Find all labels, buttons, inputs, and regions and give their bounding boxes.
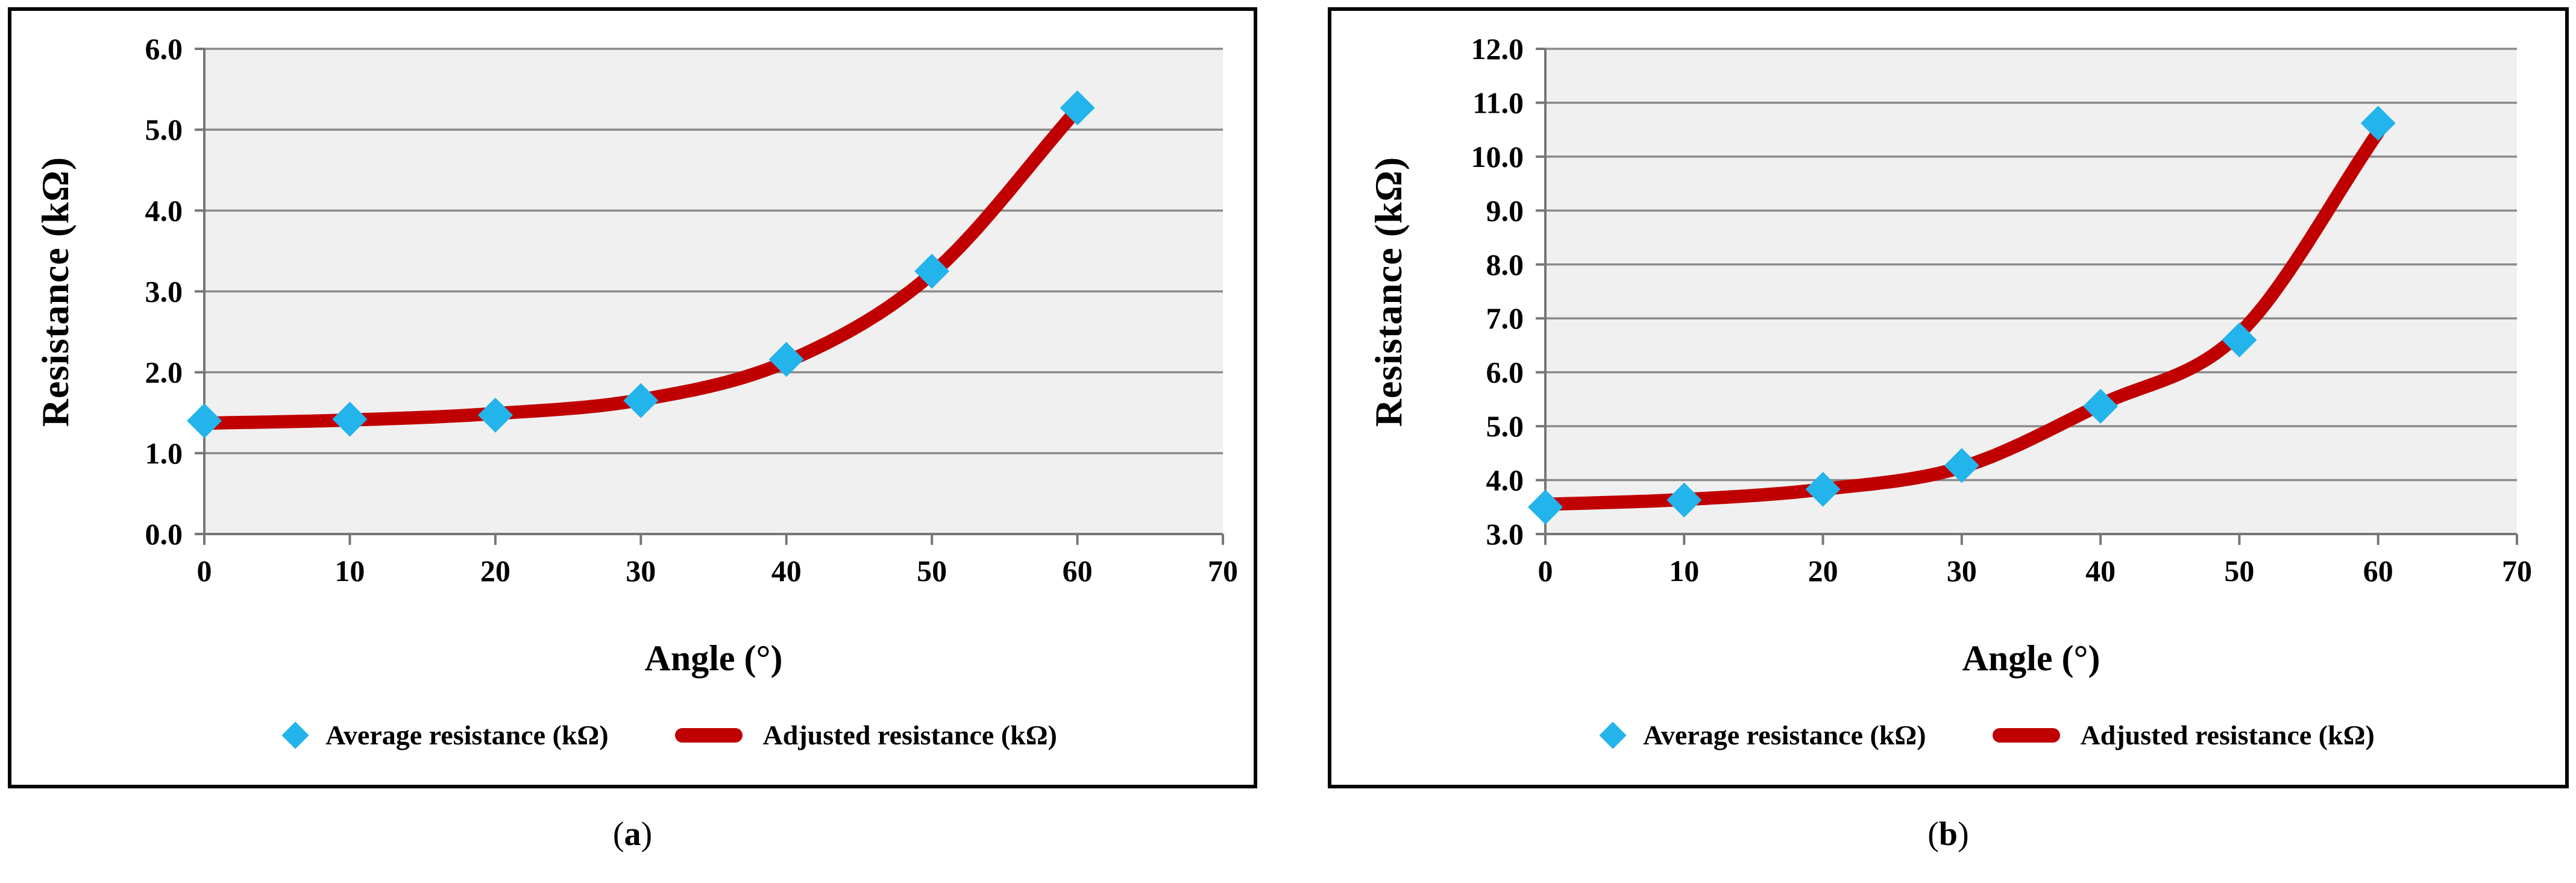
legend-entry-average: Average resistance (kΩ) bbox=[1599, 719, 1926, 751]
caption-a: (a) bbox=[612, 815, 653, 853]
y-tick-label: 12.0 bbox=[1471, 32, 1524, 66]
line-marker-icon bbox=[1992, 727, 2060, 743]
y-tick-label: 6.0 bbox=[145, 32, 183, 66]
x-tick-label: 30 bbox=[1947, 554, 1977, 588]
x-axis-title-b: Angle (°) bbox=[1962, 638, 2100, 678]
x-axis-title-a: Angle (°) bbox=[644, 638, 783, 678]
average-resistance-point bbox=[1944, 448, 1979, 483]
legend-label: Average resistance (kΩ) bbox=[325, 720, 609, 750]
y-tick-label: 0.0 bbox=[145, 517, 183, 551]
plot-area bbox=[1545, 49, 2517, 534]
line-marker-icon bbox=[674, 727, 743, 743]
diamond-marker-icon bbox=[1599, 721, 1627, 749]
chart-a-plot: 0.0 1.0 2.0 3.0 4.0 5.0 6.0 0 10 20 30 40 50 60 70 bbox=[145, 32, 1239, 588]
y-axis-title-b: Resistance (kΩ) bbox=[1367, 156, 1410, 427]
x-tick-label: 30 bbox=[626, 554, 656, 588]
y-tick-label: 11.0 bbox=[1472, 86, 1524, 119]
legend-label: Average resistance (kΩ) bbox=[1643, 720, 1926, 750]
legend-entry-adjusted: Adjusted resistance (kΩ) bbox=[674, 719, 1057, 751]
legend-b: Average resistance (kΩ) Adjusted resista… bbox=[1503, 719, 2475, 751]
average-resistance-point bbox=[2222, 322, 2257, 357]
y-tick-label: 5.0 bbox=[145, 113, 183, 146]
x-tick-label: 20 bbox=[1808, 554, 1838, 588]
x-tick-label: 0 bbox=[197, 554, 212, 588]
x-tick-label: 50 bbox=[917, 554, 947, 588]
x-tick-label: 10 bbox=[1669, 554, 1699, 588]
chart-panel-a: 0.0 1.0 2.0 3.0 4.0 5.0 6.0 0 10 20 30 40 50 60 70 Res… bbox=[8, 7, 1257, 788]
average-resistance-point bbox=[768, 342, 804, 377]
x-tick-label: 10 bbox=[335, 554, 365, 588]
y-tick-label: 6.0 bbox=[1486, 356, 1524, 389]
x-tick-label: 50 bbox=[2224, 554, 2254, 588]
y-tick-label: 7.0 bbox=[1486, 301, 1524, 335]
x-tick-label: 70 bbox=[1208, 554, 1238, 588]
y-tick-label: 10.0 bbox=[1471, 140, 1524, 174]
x-tick-label: 70 bbox=[2502, 554, 2532, 588]
caption-b: (b) bbox=[1927, 815, 1969, 853]
y-tick-label: 4.0 bbox=[1486, 463, 1524, 497]
x-tick-label: 40 bbox=[771, 554, 802, 588]
y-tick-label: 3.0 bbox=[145, 275, 183, 309]
y-axis-title-a: Resistance (kΩ) bbox=[34, 156, 77, 427]
chart-b-plot: 3.0 4.0 5.0 6.0 7.0 8.0 9.0 10.0 11.0 12.0 0 10 20 30… bbox=[1471, 32, 2533, 588]
average-resistance-point bbox=[187, 403, 222, 439]
average-resistance-point bbox=[332, 401, 368, 437]
x-tick-label: 60 bbox=[2363, 554, 2393, 588]
x-tick-label: 60 bbox=[1063, 554, 1093, 588]
y-tick-label: 4.0 bbox=[145, 193, 183, 227]
legend-label: Adjusted resistance (kΩ) bbox=[762, 720, 1057, 750]
x-tick-label: 40 bbox=[2085, 554, 2116, 588]
legend-entry-average: Average resistance (kΩ) bbox=[281, 719, 609, 751]
average-resistance-point bbox=[623, 383, 659, 418]
y-tick-label: 2.0 bbox=[145, 356, 183, 389]
y-tick-label: 1.0 bbox=[145, 436, 183, 470]
y-tick-label: 5.0 bbox=[1486, 409, 1524, 443]
x-tick-label: 20 bbox=[480, 554, 510, 588]
average-resistance-point bbox=[477, 397, 513, 433]
y-tick-label: 8.0 bbox=[1486, 248, 1524, 281]
y-tick-label: 3.0 bbox=[1486, 517, 1524, 551]
chart-panel-b: 3.0 4.0 5.0 6.0 7.0 8.0 9.0 10.0 11.0 12.0 0 10 20 30… bbox=[1328, 7, 2569, 788]
average-resistance-point bbox=[1528, 489, 1563, 525]
legend-a: Average resistance (kΩ) Adjusted resista… bbox=[162, 719, 1181, 751]
x-tick-label: 0 bbox=[1538, 554, 1553, 588]
legend-label: Adjusted resistance (kΩ) bbox=[2080, 720, 2375, 750]
average-resistance-point bbox=[2083, 389, 2119, 424]
average-resistance-point bbox=[1805, 471, 1841, 507]
diamond-marker-icon bbox=[281, 721, 309, 749]
legend-entry-adjusted: Adjusted resistance (kΩ) bbox=[1992, 719, 2375, 751]
y-tick-label: 9.0 bbox=[1486, 193, 1524, 227]
